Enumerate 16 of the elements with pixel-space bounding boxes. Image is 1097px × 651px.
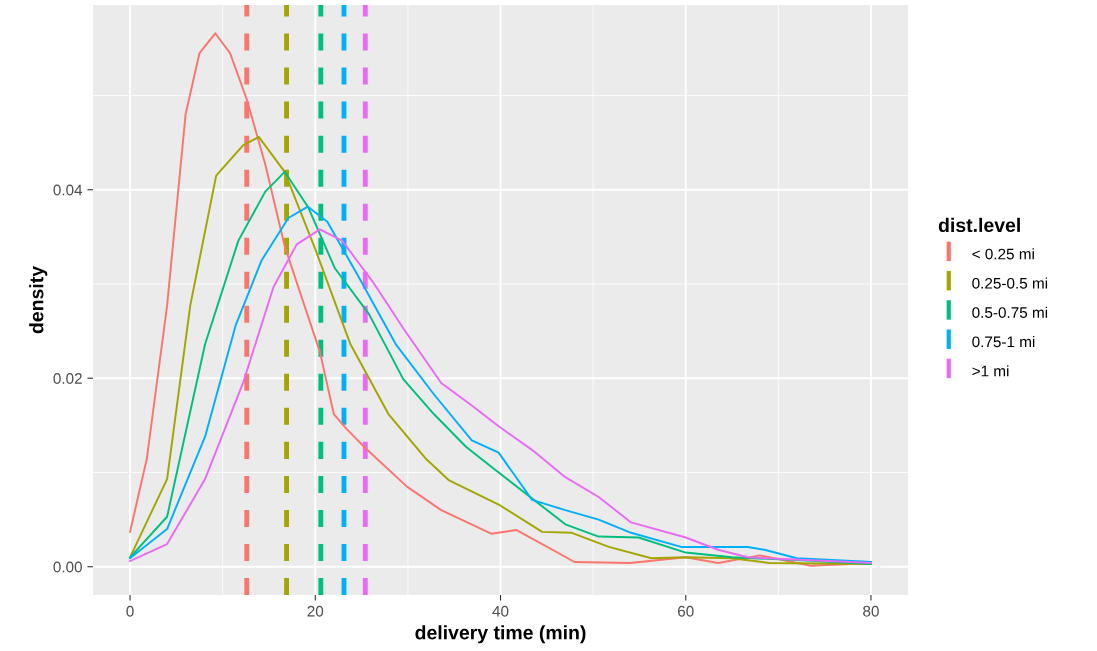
x-tick-label: 80 xyxy=(863,605,879,617)
legend-label: < 0.25 mi xyxy=(972,248,1034,260)
legend-label: >1 mi xyxy=(972,365,1009,377)
x-tick-label: 0 xyxy=(126,605,134,617)
y-axis-title: density xyxy=(29,266,48,334)
x-tick-label: 60 xyxy=(678,605,694,617)
x-tick-label: 20 xyxy=(307,605,324,617)
legend-label: 0.5-0.75 mi xyxy=(972,306,1048,318)
x-axis-title: delivery time (min) xyxy=(415,625,586,644)
x-tick-label: 40 xyxy=(492,605,509,617)
y-tick-label: 0.04 xyxy=(53,184,83,196)
y-tick-label: 0.00 xyxy=(53,561,82,573)
legend-title: dist.level xyxy=(938,217,1020,233)
legend-label: 0.25-0.5 mi xyxy=(972,277,1048,289)
y-tick-label: 0.02 xyxy=(53,373,82,384)
legend-label: 0.75-1 mi xyxy=(972,335,1035,348)
